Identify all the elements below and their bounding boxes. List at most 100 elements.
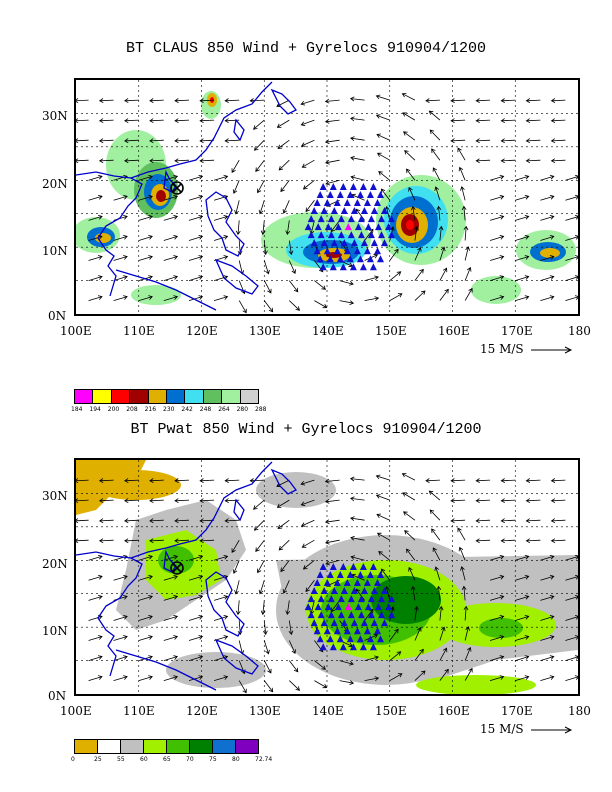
wind-arrow-icon [188, 275, 204, 281]
gyreloc-triangle-icon [388, 215, 395, 223]
wind-arrow-icon [124, 478, 139, 483]
wind-arrow-icon [149, 98, 164, 103]
wind-arrow-icon [163, 174, 179, 181]
wind-arrow-icon [414, 246, 422, 261]
colorbar-tick-label: 0 [71, 756, 75, 763]
wind-arrow-icon [174, 498, 190, 504]
wind-arrow-icon [410, 205, 416, 221]
gyreloc-triangle-icon [349, 643, 357, 651]
wind-arrow-icon [314, 300, 328, 309]
wind-arrow-icon [149, 538, 164, 544]
wind-arrow-icon [489, 295, 505, 301]
wind-arrow-icon [113, 615, 128, 621]
wind-arrow-icon [375, 494, 390, 501]
gyreloc-triangle-icon [366, 255, 374, 263]
gyreloc-triangle-icon [388, 595, 395, 603]
wind-arrow-icon [124, 498, 139, 504]
colorbar-tick-label: 208 [126, 406, 138, 413]
wind-arrow-icon [76, 498, 89, 504]
vector-scale-label: 15 M/S [480, 722, 577, 736]
vector-scale-arrow-icon [531, 346, 573, 353]
gyreloc-triangle-icon [333, 627, 341, 635]
wind-arrow-icon [263, 260, 270, 275]
wind-arrow-icon [276, 499, 290, 508]
gyreloc-triangle-icon [340, 587, 348, 594]
gyreloc-triangle-icon [313, 247, 321, 255]
wind-arrow-icon [408, 566, 416, 581]
wind-arrow-icon [88, 554, 103, 561]
claus-map-canvas [76, 80, 578, 314]
gyreloc-triangle-icon [378, 231, 385, 239]
gyreloc-triangle-icon [360, 239, 368, 247]
vector-scale-label: 15 M/S [480, 342, 577, 356]
gyreloc-triangle-icon [364, 223, 372, 231]
wind-arrow-icon [174, 138, 190, 144]
gyreloc-triangle-icon [350, 587, 358, 594]
wind-arrow-icon [439, 246, 446, 261]
wind-arrow-icon [138, 174, 153, 181]
colorbar-tick-label: 264 [218, 406, 230, 413]
gyreloc-triangle-icon [370, 619, 378, 627]
wind-arrow-icon [475, 118, 491, 124]
wind-arrow-icon [257, 180, 265, 194]
wind-arrow-icon [432, 547, 441, 561]
wind-arrow-icon [349, 476, 365, 482]
gyreloc-triangle-icon [323, 247, 331, 255]
gyreloc-triangle-icon [333, 247, 341, 255]
gyreloc-triangle-icon [319, 183, 327, 190]
gyreloc-triangle-icon [359, 563, 367, 570]
gyreloc-triangle-icon [369, 643, 377, 651]
gyreloc-triangle-icon [356, 571, 364, 578]
wind-arrow-icon [324, 98, 340, 104]
gyreloc-triangle-icon [370, 587, 378, 594]
wind-arrow-icon [76, 138, 89, 144]
colorbar-swatch [235, 739, 259, 754]
gyreloc-triangle-icon [347, 611, 355, 619]
lon-label: 130E [249, 324, 281, 338]
wind-arrow-icon [515, 275, 530, 281]
wind-arrow-icon [163, 255, 179, 261]
wind-arrow-icon [515, 235, 530, 241]
gyreloc-triangle-icon [339, 183, 347, 190]
wind-arrow-icon [475, 478, 491, 483]
gyreloc-triangle-icon [356, 635, 364, 643]
wind-arrow-icon [389, 673, 403, 681]
wind-arrow-icon [406, 168, 416, 181]
gyreloc-triangle-icon [363, 579, 371, 586]
wind-arrow-icon [188, 235, 204, 241]
wind-arrow-icon [76, 118, 89, 124]
wind-arrow-icon [199, 478, 215, 483]
gyreloc-triangle-icon [353, 627, 361, 635]
wind-arrow-icon [515, 255, 530, 261]
wind-arrow-icon [163, 574, 179, 581]
wind-arrow-icon [525, 118, 541, 124]
wind-arrow-icon [188, 635, 204, 641]
wind-arrow-icon [434, 566, 441, 581]
wind-arrow-icon [515, 635, 530, 641]
wind-arrow-icon [410, 585, 416, 601]
wind-arrow-icon [149, 158, 164, 164]
wind-arrow-icon [188, 615, 204, 621]
wind-arrow-icon [464, 646, 472, 661]
wind-arrow-icon [364, 275, 379, 281]
wind-arrow-icon [188, 595, 204, 601]
wind-arrow-icon [540, 595, 555, 601]
gyreloc-triangle-icon [349, 183, 357, 190]
wind-arrow-icon [489, 675, 505, 681]
wind-arrow-icon [464, 626, 470, 641]
gyreloc-triangle-icon [319, 263, 327, 271]
gyreloc-triangle-icon [346, 571, 354, 578]
claus-map [74, 78, 580, 316]
wind-arrow-icon [324, 519, 340, 525]
gyreloc-triangle-icon [317, 595, 325, 603]
gyreloc-triangle-icon [349, 563, 357, 570]
gyreloc-triangle-icon [310, 587, 318, 594]
gyreloc-triangle-icon [307, 215, 315, 223]
wind-arrow-icon [289, 680, 301, 691]
wind-arrow-icon [113, 295, 128, 301]
wind-arrow-icon [113, 574, 128, 581]
wind-arrow-icon [188, 655, 204, 661]
gyreloc-triangle-icon [369, 263, 377, 271]
colorbar-swatch [120, 739, 144, 754]
vector-scale-arrow-icon [531, 726, 573, 733]
